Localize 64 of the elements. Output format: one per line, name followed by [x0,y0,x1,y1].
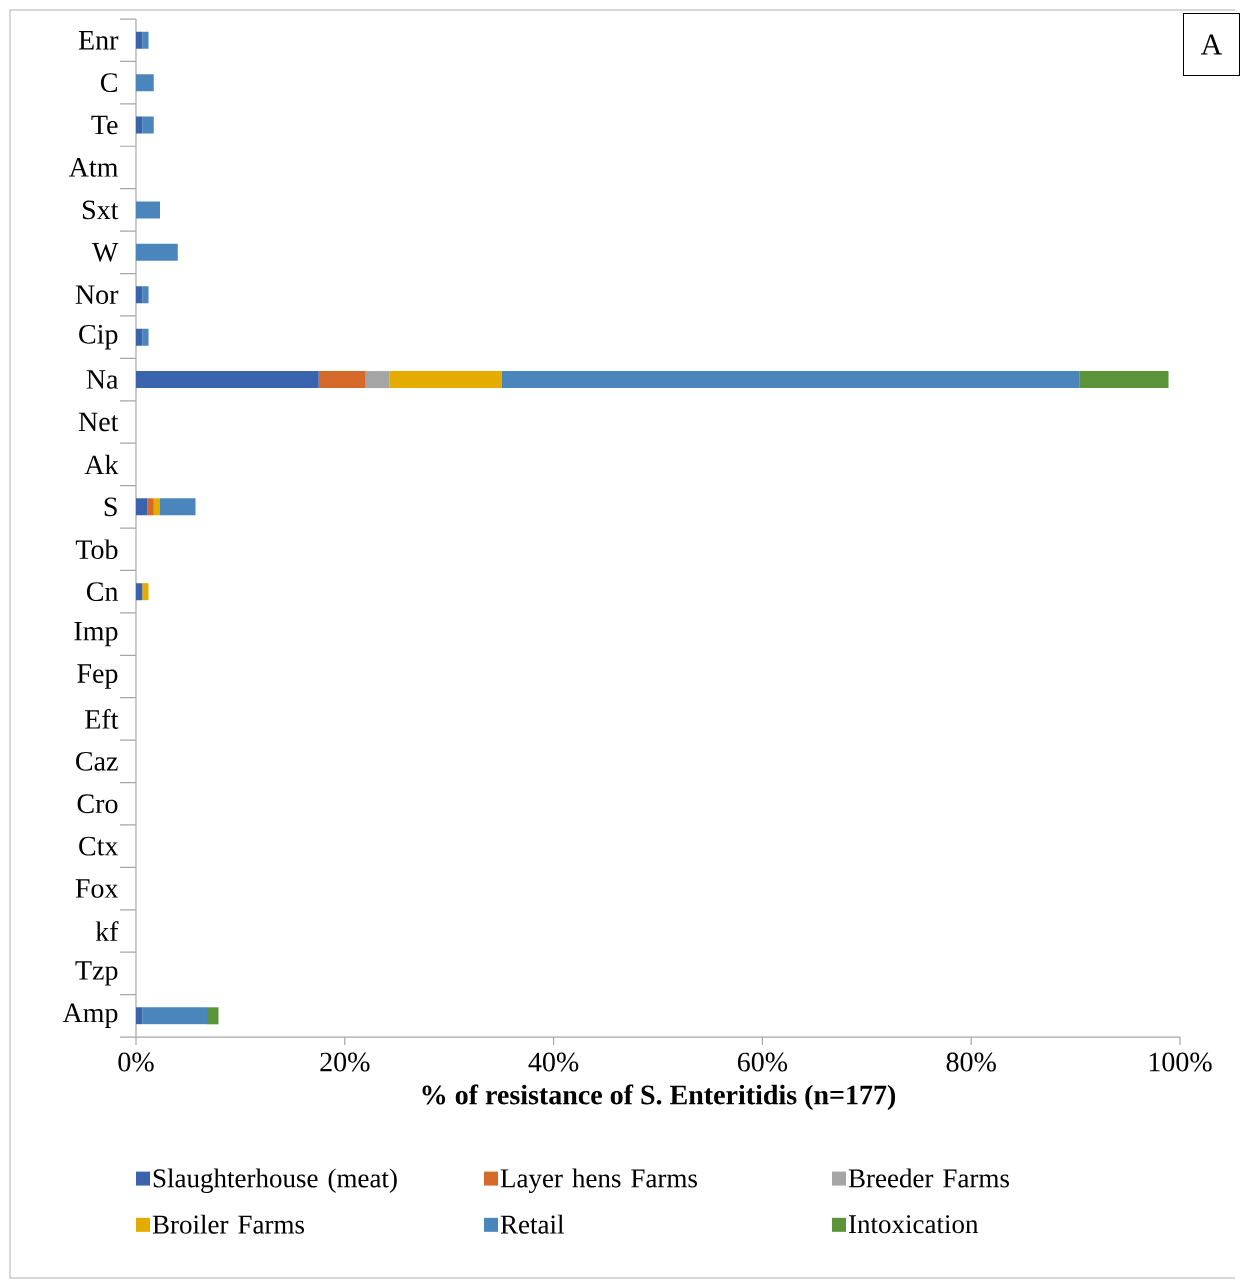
bar [142,116,154,134]
y-tick-label: kf [95,921,119,941]
bar [501,371,1080,389]
x-tick-label: 0% [118,1052,154,1072]
bar [136,583,143,601]
bar [365,371,390,389]
bar [136,116,143,134]
y-tick-label: Tzp [75,961,118,986]
bar [1079,371,1169,389]
y-tick-label: Cn [86,582,119,602]
bar [389,371,502,389]
y-tick-label: Tob [75,539,118,560]
bar [136,328,143,346]
y-tick-label: Te [91,115,118,135]
y-tick-label: Cip [79,324,118,350]
bar [136,31,143,49]
x-tick-label: 80% [946,1052,996,1072]
bar [142,1007,207,1025]
y-tick-label: Nor [75,285,119,305]
x-tick-label: 20% [320,1052,370,1072]
bar [136,201,161,219]
y-tick-label: S [104,497,117,517]
legend-label: Layer hens Farms [500,1168,697,1194]
y-tick-label: Eft [85,708,119,729]
y-tick-label: Na [86,370,119,389]
y-tick-label: Cro [77,794,118,814]
bar [142,31,149,49]
bar [136,74,154,92]
x-tick-label: 40% [528,1052,579,1072]
bar [136,243,178,261]
legend-label: Slaughterhouse (meat) [153,1168,397,1194]
y-tick-label: Sxt [82,200,119,220]
legend-label: Breeder Farms [848,1168,1009,1188]
bar [136,1007,143,1025]
bar [136,286,143,304]
y-tick-label: W [92,242,119,262]
x-tick-label: 60% [737,1052,788,1072]
y-tick-label: C [100,73,117,93]
text: A [1200,34,1223,55]
y-tick-label: Net [78,412,119,432]
bar [136,498,148,516]
y-tick-label: Fox [75,879,119,898]
bar [160,498,196,516]
y-tick-label: Enr [78,31,119,50]
bar [136,371,319,389]
y-tick-label: Ctx [79,836,119,856]
y-tick-label: Ak [84,454,119,475]
y-tick-label: Fep [77,664,118,689]
x-axis-title: % of resistance of S. Enteritidis (n=177) [422,1084,896,1111]
bar [206,1007,219,1025]
legend-label: Intoxication [848,1215,979,1234]
bar [142,583,149,601]
y-tick-label: Atm [68,158,119,177]
x-tick-label: 100% [1149,1052,1212,1072]
bar [153,498,161,516]
legend-label: Retail [500,1214,564,1234]
y-tick-label: Amp [62,1003,118,1029]
y-tick-label: Imp [74,621,118,647]
bar [147,498,154,516]
bar [142,328,149,346]
bar [142,286,149,304]
legend-label: Broiler Farms [152,1214,305,1234]
bar [318,371,366,389]
y-tick-label: Caz [76,751,118,771]
